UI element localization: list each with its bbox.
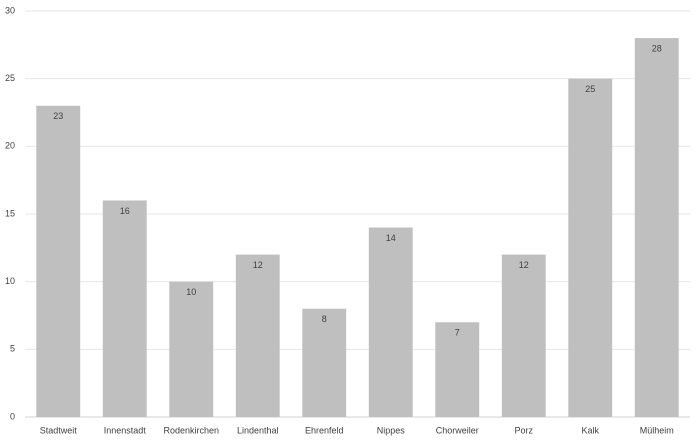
x-tick-label: Rodenkirchen (163, 425, 219, 435)
data-label: 12 (519, 260, 529, 270)
y-tick-label: 0 (10, 411, 15, 421)
x-tick-label: Kalk (581, 425, 599, 435)
y-tick-label: 25 (5, 73, 15, 83)
data-label: 7 (455, 328, 460, 338)
x-tick-label: Lindenthal (237, 425, 279, 435)
x-tick-label: Mülheim (640, 425, 674, 435)
bar (36, 105, 81, 417)
x-tick-label: Nippes (377, 425, 406, 435)
y-tick-label: 10 (5, 276, 15, 286)
data-label: 23 (53, 111, 63, 121)
bar (302, 308, 347, 417)
bar (102, 200, 147, 417)
y-tick-label: 15 (5, 208, 15, 218)
bar (501, 254, 546, 417)
x-tick-label: Innenstadt (104, 425, 147, 435)
x-tick-label: Chorweiler (436, 425, 479, 435)
x-tick-label: Stadtweit (40, 425, 78, 435)
x-tick-label: Porz (514, 425, 533, 435)
bar (169, 281, 214, 417)
data-label: 14 (386, 233, 396, 243)
data-label: 28 (652, 43, 662, 53)
bar (235, 254, 280, 417)
bar (435, 322, 480, 417)
bar (568, 78, 613, 418)
data-label: 25 (585, 84, 595, 94)
y-tick-label: 30 (5, 5, 15, 15)
data-label: 16 (120, 206, 130, 216)
y-tick-label: 20 (5, 141, 15, 151)
data-label: 8 (322, 314, 327, 324)
y-tick-label: 5 (10, 344, 15, 354)
data-label: 12 (253, 260, 263, 270)
bar (634, 38, 679, 418)
bar (368, 227, 413, 417)
data-label: 10 (186, 287, 196, 297)
x-tick-label: Ehrenfeld (305, 425, 344, 435)
